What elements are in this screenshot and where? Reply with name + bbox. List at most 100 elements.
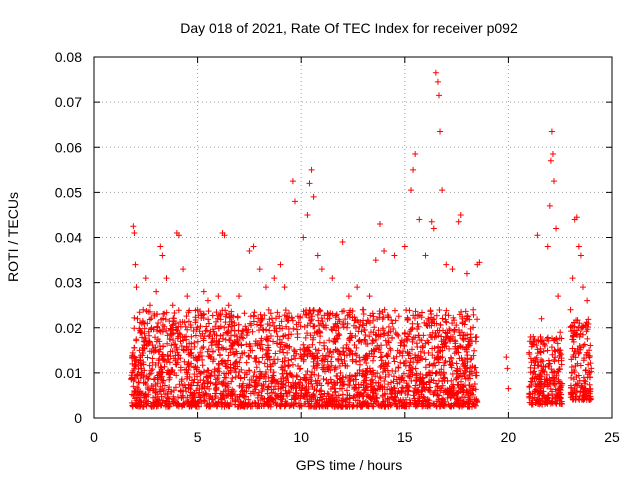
data-point [181, 358, 188, 365]
data-point [420, 332, 427, 339]
data-point [183, 369, 190, 376]
data-point [586, 369, 593, 376]
data-point [304, 396, 311, 403]
data-point [361, 336, 368, 343]
data-point [397, 342, 404, 349]
data-point [388, 401, 395, 408]
data-point [442, 329, 449, 336]
data-point [224, 357, 231, 364]
data-point [237, 354, 244, 361]
data-point [146, 338, 153, 345]
data-points [128, 69, 595, 410]
data-point [416, 393, 423, 400]
data-point [193, 403, 200, 410]
data-point [526, 349, 533, 356]
data-point [278, 339, 285, 346]
data-point [282, 402, 289, 409]
data-point [414, 402, 421, 409]
data-point [261, 395, 268, 402]
data-point [343, 396, 350, 403]
data-point [325, 393, 332, 400]
data-point [371, 324, 378, 331]
data-point [177, 364, 184, 371]
data-point [356, 323, 363, 330]
data-point [314, 350, 321, 357]
data-point [430, 391, 437, 398]
data-point [385, 323, 392, 330]
data-point [462, 382, 469, 389]
data-point [391, 358, 398, 365]
data-point [137, 328, 144, 335]
data-point [429, 334, 436, 341]
data-point [213, 318, 220, 325]
data-point [293, 385, 300, 392]
data-point [136, 357, 143, 364]
data-point [149, 342, 156, 349]
data-point [452, 338, 459, 345]
data-point [297, 365, 304, 372]
data-point [141, 345, 148, 352]
data-point [371, 348, 378, 355]
data-point [317, 387, 324, 394]
data-point [140, 379, 147, 386]
data-point [180, 394, 187, 401]
data-point [220, 370, 227, 377]
data-point [570, 327, 577, 334]
data-point [227, 345, 234, 352]
data-point [184, 293, 191, 300]
data-point [257, 345, 264, 352]
data-point [220, 388, 227, 395]
data-point [427, 308, 434, 315]
data-point [586, 381, 593, 388]
data-point [570, 395, 577, 402]
data-point [320, 376, 327, 383]
data-point [283, 400, 290, 407]
data-point [573, 387, 580, 394]
data-point [291, 198, 298, 205]
data-point [262, 284, 269, 291]
data-point [534, 362, 541, 369]
data-point [281, 284, 288, 291]
data-point [144, 400, 151, 407]
data-point [204, 348, 211, 355]
data-point [195, 379, 202, 386]
data-point [544, 392, 551, 399]
data-point [273, 402, 280, 409]
data-point [308, 166, 315, 173]
data-point [374, 370, 381, 377]
data-point [207, 393, 214, 400]
y-tick-label: 0.04 [55, 230, 82, 246]
data-point [235, 321, 242, 328]
data-point [504, 365, 511, 372]
data-point [197, 323, 204, 330]
data-point [536, 401, 543, 408]
data-point [570, 353, 577, 360]
data-point [140, 361, 147, 368]
data-point [258, 392, 265, 399]
data-point [154, 401, 161, 408]
data-point [296, 365, 303, 372]
data-point [408, 377, 415, 384]
data-point [170, 318, 177, 325]
data-point [350, 401, 357, 408]
data-point [453, 348, 460, 355]
data-point [315, 372, 322, 379]
data-point [178, 376, 185, 383]
data-point [166, 376, 173, 383]
data-point [533, 354, 540, 361]
data-point [318, 396, 325, 403]
data-point [264, 386, 271, 393]
data-point [369, 387, 376, 394]
data-point [235, 341, 242, 348]
x-axis-label: GPS time / hours [296, 457, 403, 473]
data-point [191, 376, 198, 383]
data-point [153, 288, 160, 295]
data-point [468, 368, 475, 375]
data-point [337, 370, 344, 377]
data-point [171, 369, 178, 376]
data-point [146, 387, 153, 394]
data-point [215, 293, 222, 300]
data-point [457, 370, 464, 377]
data-point [464, 355, 471, 362]
data-point [439, 354, 446, 361]
